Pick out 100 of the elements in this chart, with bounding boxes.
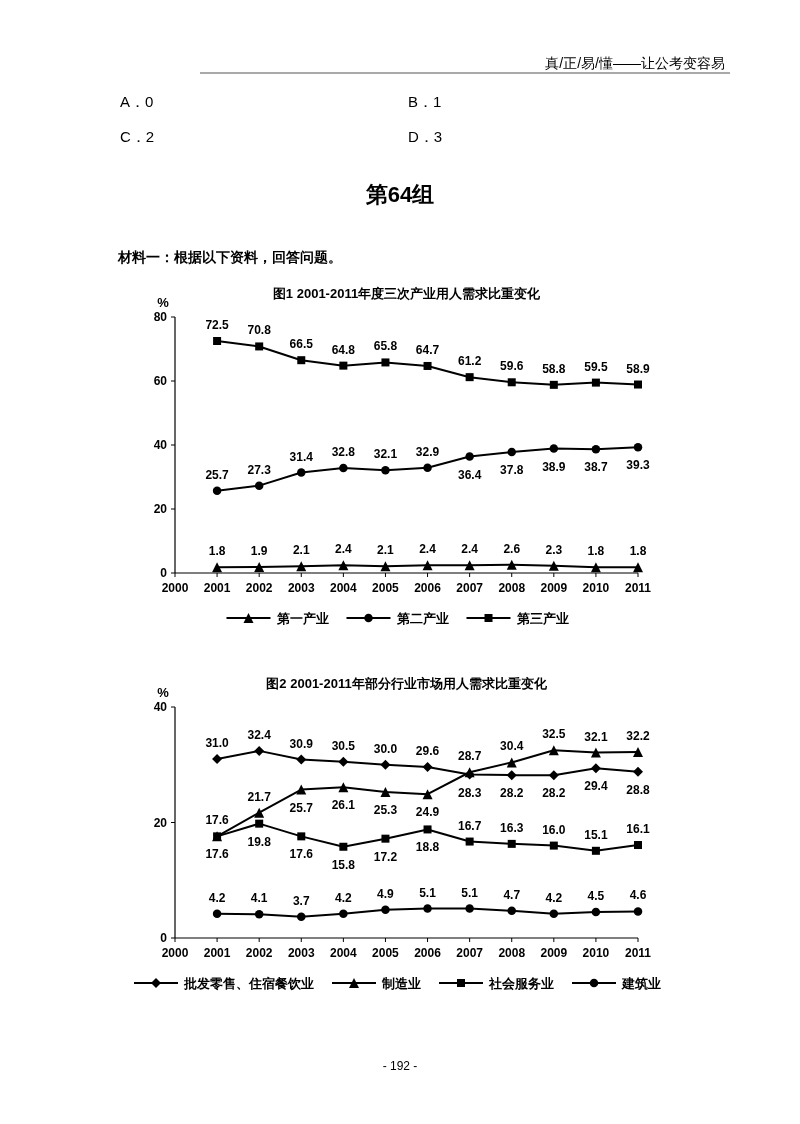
data-label: 38.9 <box>542 459 566 474</box>
data-label: 28.3 <box>457 785 482 800</box>
point <box>212 753 223 764</box>
data-label: 4.2 <box>335 890 353 905</box>
point <box>591 846 600 855</box>
data-label: 16.7 <box>457 818 482 833</box>
x-tick-label: 2000 <box>161 581 189 595</box>
data-label: 17.6 <box>289 847 314 862</box>
x-tick-label: 2010 <box>582 946 610 960</box>
data-label: 2.6 <box>503 541 521 556</box>
point <box>254 481 264 490</box>
point <box>549 380 558 389</box>
point <box>380 786 391 797</box>
data-label: 1.8 <box>587 544 605 559</box>
point <box>591 378 600 387</box>
data-label: 4.1 <box>250 891 268 906</box>
chart-title: 图2 2001-2011年部分行业市场用人需求比重变化 <box>266 676 548 691</box>
data-label: 4.2 <box>208 890 226 905</box>
data-label: 61.2 <box>457 354 482 369</box>
data-label: 32.2 <box>626 729 650 744</box>
data-label: 24.9 <box>415 805 440 820</box>
x-tick-label: 2001 <box>203 581 231 595</box>
data-label: 5.1 <box>461 885 479 900</box>
point <box>590 747 601 758</box>
data-label: 16.0 <box>542 822 566 837</box>
point <box>506 757 517 768</box>
point <box>548 745 559 756</box>
point <box>506 559 517 570</box>
data-label: 4.7 <box>503 887 521 902</box>
x-tick-label: 2009 <box>540 946 568 960</box>
point <box>339 909 348 918</box>
x-tick-label: 2004 <box>330 581 358 595</box>
point <box>297 912 306 921</box>
x-tick-label: 2011 <box>624 581 652 595</box>
data-label: 64.7 <box>415 342 440 357</box>
x-tick-label: 2009 <box>540 581 568 595</box>
legend-label: 第一产业 <box>275 611 329 626</box>
x-tick-label: 2011 <box>624 946 652 960</box>
point <box>338 560 349 571</box>
point <box>381 905 390 914</box>
data-label: 3.7 <box>292 893 310 908</box>
data-label: 30.9 <box>289 736 314 751</box>
y-tick-label: 20 <box>153 502 168 516</box>
point <box>339 463 348 473</box>
data-label: 29.4 <box>584 779 608 794</box>
y-tick-label: 20 <box>153 815 168 830</box>
point <box>339 842 348 851</box>
point <box>254 561 265 572</box>
point <box>507 378 516 387</box>
x-tick-label: 2007 <box>456 581 484 595</box>
point <box>380 561 391 572</box>
data-label: 1.8 <box>208 544 226 559</box>
data-label: 32.8 <box>331 445 356 460</box>
point <box>633 907 643 916</box>
point <box>422 789 433 800</box>
data-label: 32.1 <box>373 447 398 462</box>
text: - 192 - <box>382 1059 418 1073</box>
x-tick-label: 2003 <box>287 581 315 595</box>
data-label: 30.5 <box>331 738 356 753</box>
point <box>381 834 390 843</box>
point <box>548 560 559 571</box>
point <box>296 754 307 765</box>
point <box>423 361 432 370</box>
point <box>465 904 474 913</box>
x-tick-label: 2002 <box>245 946 273 960</box>
point <box>380 759 391 770</box>
data-label: 32.4 <box>247 727 272 742</box>
data-label: 4.9 <box>377 886 395 901</box>
point <box>507 839 516 848</box>
chart-title: 图1 2001-2011年度三次产业用人需求比重变化 <box>272 286 542 301</box>
data-label: 39.3 <box>626 458 650 473</box>
point <box>254 745 265 756</box>
point <box>255 342 264 351</box>
point <box>423 463 432 472</box>
point <box>212 486 222 496</box>
legend-label: 制造业 <box>381 976 421 991</box>
data-label: 31.4 <box>289 449 314 464</box>
point <box>381 358 390 367</box>
y-axis-title: % <box>157 295 170 310</box>
point <box>212 562 223 573</box>
x-tick-label: 2004 <box>330 946 358 960</box>
point <box>549 444 559 453</box>
x-tick-label: 2001 <box>203 946 231 960</box>
point <box>591 444 601 454</box>
point <box>212 909 222 918</box>
point <box>254 807 265 818</box>
point <box>634 841 642 850</box>
data-label: 25.7 <box>289 800 314 815</box>
point <box>338 756 349 767</box>
data-label: 58.9 <box>626 361 650 376</box>
point <box>465 452 474 461</box>
point <box>591 907 601 917</box>
x-tick-label: 2000 <box>161 946 189 960</box>
legend-label: 建筑业 <box>621 976 661 991</box>
data-label: 4.2 <box>545 890 563 905</box>
point <box>296 561 307 572</box>
data-label: 19.8 <box>247 834 272 849</box>
point <box>633 442 643 452</box>
point <box>423 904 432 913</box>
data-label: 28.7 <box>457 749 482 764</box>
